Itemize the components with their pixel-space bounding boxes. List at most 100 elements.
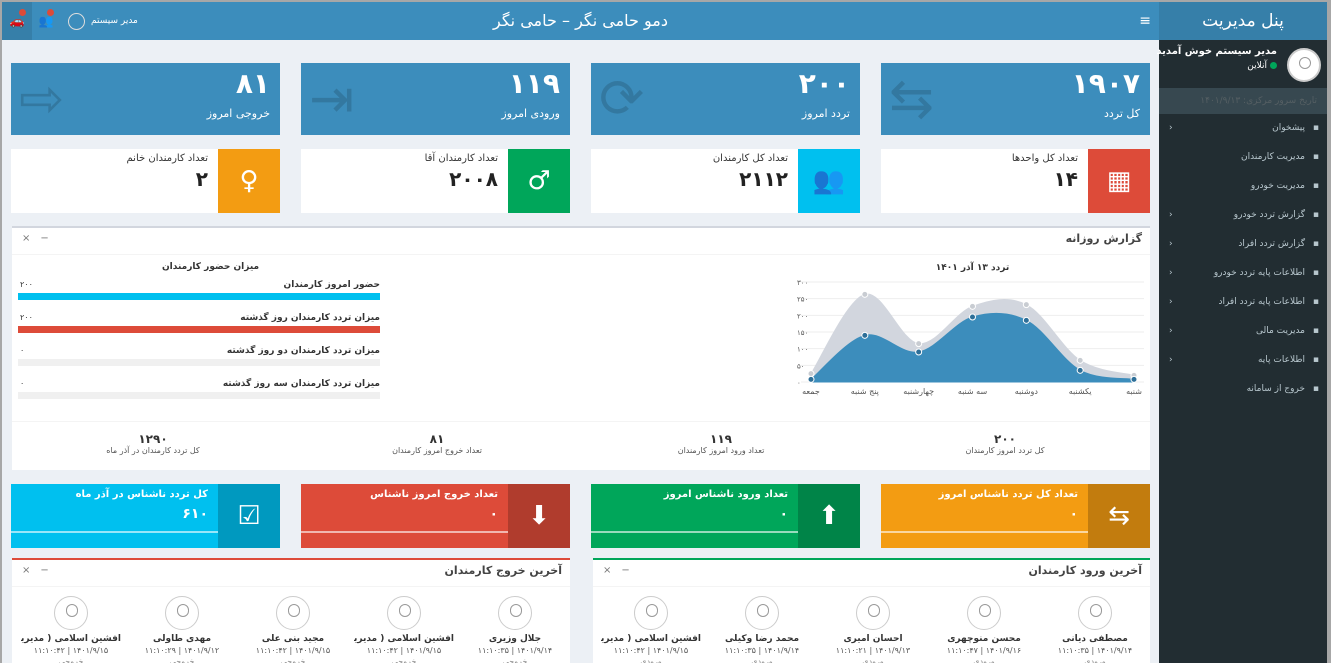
person-card[interactable]: محسن منوچهری ۱۴۰۱/۹/۱۶ | ۱۱:۱۰:۴۷ ورودی (934, 596, 1034, 663)
notification-badge (19, 9, 26, 16)
sidebar-item-2[interactable]: ▪ مدیریت خودرو (1159, 172, 1327, 201)
refresh-icon: ⟳ (599, 67, 645, 130)
panel-tools: × − (22, 233, 59, 244)
sidebar-item-4[interactable]: ▪ گزارش تردد افراد ‹ (1159, 230, 1327, 259)
area-chart-icon: ▪ (1312, 239, 1319, 249)
unknown-box-value: ۰ (779, 506, 788, 522)
last-exits-panel: آخرین خروج کارمندان × − جلال وزیری ۱۴۰۱/۹/… (12, 558, 570, 663)
unknown-traffic-box-3[interactable]: ☑ کل تردد ناشناس در آذر ماه ۶۱۰ (11, 484, 280, 548)
y-tick-label: ۲۰۰ (797, 312, 808, 320)
person-name: افشین اسلامی ( مدیریت ... (601, 634, 701, 644)
x-tick-label: یکشنبه (1069, 387, 1092, 396)
close-icon[interactable]: × (22, 233, 31, 244)
progress-row: میزان تردد کارمندان سه روز گذشته ۰ (18, 379, 380, 399)
sidebar-item-8[interactable]: ▪ اطلاعات پایه ‹ (1159, 346, 1327, 375)
person-card[interactable]: افشین اسلامی ( مدیریت ... ۱۴۰۱/۹/۱۵ | ۱۱:… (601, 596, 701, 663)
close-icon[interactable]: × (22, 565, 31, 576)
unknown-box-title: تعداد ورود ناشناس امروز (663, 489, 788, 500)
minimize-icon[interactable]: − (621, 565, 630, 576)
menu-toggle-icon[interactable]: ≡ (1139, 13, 1151, 29)
person-card[interactable]: محمد رضا وکیلی ۱۴۰۱/۹/۱۴ | ۱۱:۱۰:۳۵ ورودی (712, 596, 812, 663)
dollar-icon: ▪ (1312, 326, 1319, 336)
page-title: دمو حامی نگر – حامی نگر (493, 11, 668, 30)
person-status: خروجی (169, 657, 195, 663)
chevron-left-icon: ‹ (1169, 297, 1173, 307)
summary-stat: ۲۰۰ کل تردد امروز کارمندان (870, 432, 1140, 455)
daily-report-panel: گزارش روزانه × − تردد ۱۳ آذر ۱۴۰۱ ۰ ۵۰ ۱۰۰ ۱۵… (12, 226, 1150, 470)
data-point (807, 370, 815, 378)
user-avatar-icon (387, 596, 421, 630)
person-status: ورودی (1084, 657, 1106, 663)
user-panel: مدیر سیستم خوش آمدید آنلاین (1156, 40, 1327, 88)
level-down-icon: ⬇ (508, 484, 570, 548)
person-card[interactable]: جلال وزیری ۱۴۰۱/۹/۱۴ | ۱۱:۱۰:۳۵ خروجی (465, 596, 565, 663)
sidebar-item-label: مدیریت خودرو (1250, 181, 1305, 191)
sidebar-item-label: اطلاعات پایه تردد افراد (1218, 297, 1305, 307)
stat-box-0[interactable]: ۱۹۰۷ کل تردد ⇆ (881, 63, 1150, 135)
unknown-traffic-box-0[interactable]: ⇆ تعداد کل تردد ناشناس امروز ۰ (881, 484, 1150, 548)
person-card[interactable]: افشین اسلامی ( مدیریت ... ۱۴۰۱/۹/۱۵ | ۱۱:… (354, 596, 454, 663)
person-card[interactable]: مصطفی دیانی ۱۴۰۱/۹/۱۴ | ۱۱:۱۰:۳۵ ورودی (1045, 596, 1145, 663)
person-card[interactable]: مجید بنی علی ۱۴۰۱/۹/۱۵ | ۱۱:۱۰:۴۲ خروجی (243, 596, 343, 663)
info-box-title: تعداد کل کارمندان (712, 153, 788, 164)
progress-bar (18, 293, 380, 300)
cogs-icon: ▪ (1312, 355, 1319, 365)
people-notifications-button[interactable]: 👥 (32, 2, 60, 40)
sidebar-logo[interactable]: پنل مدیریت (1159, 2, 1327, 40)
sidebar-item-0[interactable]: ▪ پیشخوان ‹ (1159, 114, 1327, 143)
summary-value: ۲۰۰ (994, 432, 1016, 446)
y-tick-label: ۳۰۰ (797, 279, 808, 287)
car-notifications-button[interactable]: 🚗 (2, 2, 32, 40)
info-box-title: تعداد کل واحدها (1011, 153, 1078, 164)
server-time: تاریخ سرور مرکزی: ۱۴۰۱/۹/۱۳ (1159, 88, 1327, 114)
panel-tools: × − (22, 565, 59, 576)
online-dot-icon (1270, 62, 1277, 69)
info-box-value: ۲۰۰۸ (449, 167, 498, 191)
user-menu[interactable]: مدیر سیستم (60, 12, 146, 30)
person-card[interactable]: افشین اسلامی ( مدیریت ... ۱۴۰۱/۹/۱۵ | ۱۱:… (21, 596, 121, 663)
unknown-traffic-box-1[interactable]: ⬆ تعداد ورود ناشناس امروز ۰ (591, 484, 860, 548)
stat-box-3[interactable]: ۸۱ خروجی امروز ⇨ (11, 63, 280, 135)
data-point (915, 340, 923, 348)
person-status: ورودی (862, 657, 884, 663)
minimize-icon[interactable]: − (40, 565, 49, 576)
stat-box-1[interactable]: ۲۰۰ تردد امروز ⟳ (591, 63, 860, 135)
stat-label: خروجی امروز (206, 107, 270, 120)
sidebar-item-7[interactable]: ▪ مدیریت مالی ‹ (1159, 317, 1327, 346)
info-box-3: ♀ تعداد کارمندان خانم ۲ (11, 149, 280, 213)
summary-label: کل تردد امروز کارمندان (965, 446, 1045, 455)
sidebar-item-1[interactable]: ▪ مدیریت کارمندان (1159, 143, 1327, 172)
progress-bar (18, 392, 380, 399)
unknown-traffic-box-2[interactable]: ⬇ تعداد خروج امروز ناشناس ۰ (301, 484, 570, 548)
person-card[interactable]: مهدی طاولی ۱۴۰۱/۹/۱۲ | ۱۱:۱۰:۲۹ خروجی (132, 596, 232, 663)
sidebar-item-5[interactable]: ▪ اطلاعات پایه تردد خودرو ‹ (1159, 259, 1327, 288)
sidebar-item-6[interactable]: ▪ اطلاعات پایه تردد افراد ‹ (1159, 288, 1327, 317)
stat-box-2[interactable]: ۱۱۹ ورودی امروز ⇥ (301, 63, 570, 135)
person-status: خروجی (280, 657, 306, 663)
users-icon: 👥 (798, 149, 860, 213)
progress-line (591, 531, 798, 533)
user-avatar-icon (498, 596, 532, 630)
unknown-box-title: کل تردد ناشناس در آذر ماه (75, 489, 208, 500)
data-point (1022, 301, 1030, 309)
minimize-icon[interactable]: − (40, 233, 49, 244)
progress-value: ۰ (20, 379, 25, 388)
progress-fill (18, 326, 380, 333)
sidebar-item-3[interactable]: ▪ گزارش تردد خودرو ‹ (1159, 201, 1327, 230)
calendar-check-icon: ☑ (218, 484, 280, 548)
data-point (861, 331, 869, 339)
panel-title: آخرین ورود کارمندان (1028, 564, 1142, 577)
users-icon: ▪ (1312, 152, 1319, 162)
chevron-left-icon: ‹ (1169, 210, 1173, 220)
person-card[interactable]: احسان امیری ۱۴۰۱/۹/۱۳ | ۱۱:۱۰:۲۱ ورودی (823, 596, 923, 663)
notification-badge (47, 9, 54, 16)
summary-value: ۸۱ (429, 432, 445, 446)
person-name: مصطفی دیانی (1062, 634, 1128, 644)
stat-value: ۸۱ (235, 67, 270, 100)
sidebar-item-label: اطلاعات پایه تردد خودرو (1213, 268, 1305, 278)
info-box-value: ۲ (195, 167, 208, 191)
sidebar-item-9[interactable]: ▪ خروج از سامانه (1159, 375, 1327, 404)
close-icon[interactable]: × (603, 565, 612, 576)
female-icon: ♀ (218, 149, 280, 213)
